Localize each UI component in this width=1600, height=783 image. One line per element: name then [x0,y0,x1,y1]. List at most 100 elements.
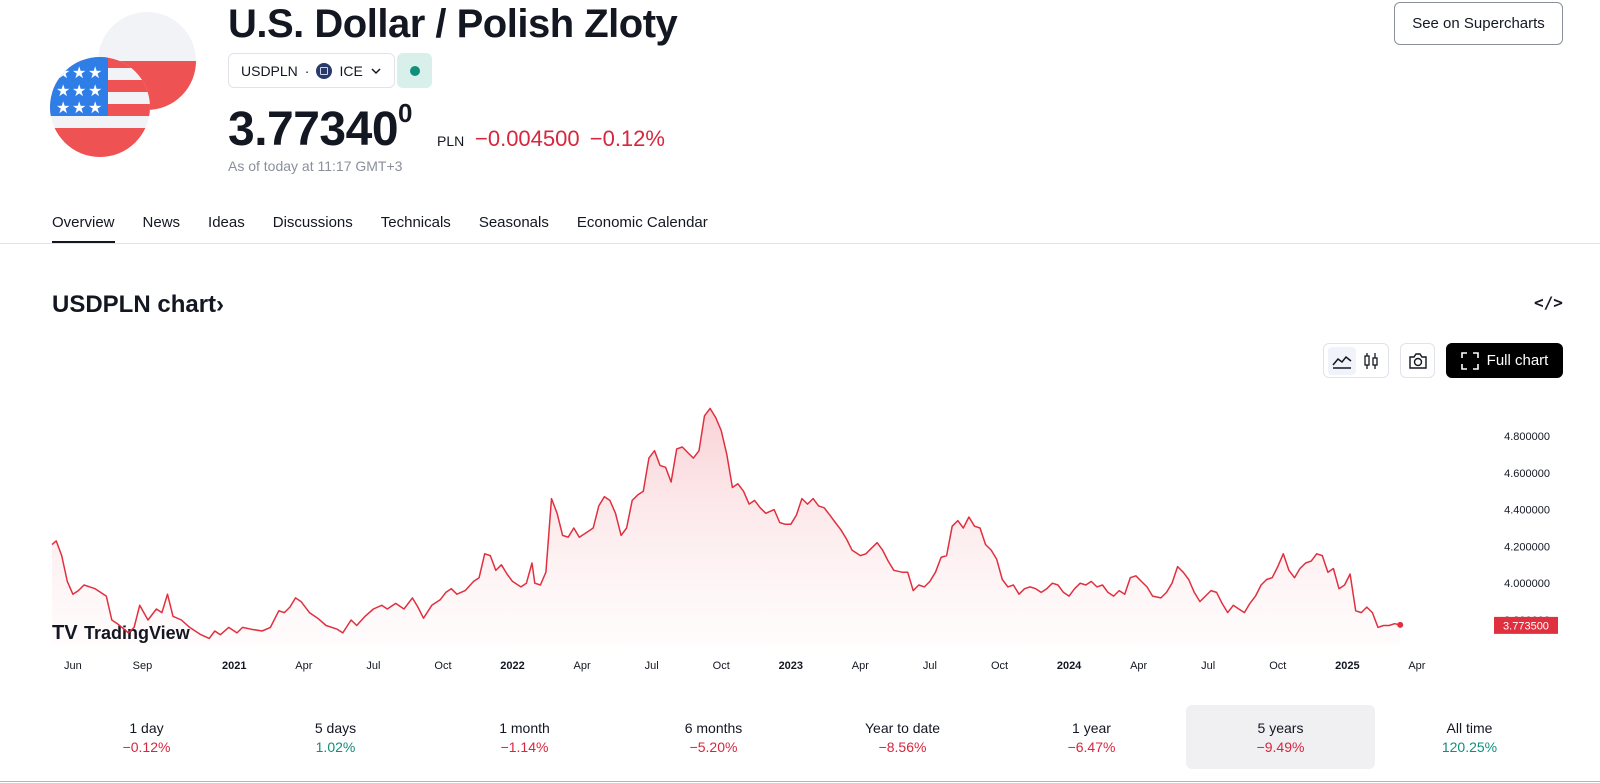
full-chart-label: Full chart [1486,352,1549,369]
y-tick-label: 4.200000 [1504,541,1550,553]
period-label: 5 days [314,719,357,736]
x-tick-label: 2025 [1335,660,1359,672]
y-tick-label: 4.600000 [1504,468,1550,480]
x-tick-label: Jul [645,660,659,672]
x-tick-label: Oct [991,660,1008,672]
chart-style-toggle [1323,343,1389,378]
last-price-badge: 3.773500 [1494,616,1558,634]
price-change: −0.004500 −0.12% [475,126,665,152]
tradingview-watermark: TV TradingView [52,622,191,644]
section-tabs: Overview News Ideas Discussions Technica… [52,214,708,243]
tab-economic-calendar[interactable]: Economic Calendar [576,214,708,231]
period-value: 120.25% [1441,738,1498,755]
area-chart-button[interactable] [1327,346,1356,375]
x-tick-label: Apr [852,660,869,672]
embed-code-icon[interactable]: </> [1534,293,1563,312]
period-6-months[interactable]: 6 months −5.20% [619,705,808,769]
see-on-supercharts-button[interactable]: See on Supercharts [1394,2,1563,45]
period-1-month[interactable]: 1 month −1.14% [430,705,619,769]
snapshot-button[interactable] [1400,343,1435,378]
last-price-badge-bg [1494,616,1558,634]
y-tick-label: 4.000000 [1504,578,1550,590]
period-value: −6.47% [1067,738,1116,755]
change-absolute: −0.004500 [475,126,580,151]
period-label: All time [1446,719,1493,736]
chevron-right-icon: › [216,291,225,318]
period-value: −8.56% [878,738,927,755]
chart-title-link[interactable]: USDPLN chart› [52,291,224,319]
market-status-indicator[interactable] [397,53,432,88]
symbol-exchange-selector[interactable]: USDPLN · ICE [228,53,395,88]
svg-text:★: ★ [72,81,86,100]
exchange-label: ICE [339,62,363,79]
period-label: 1 day [129,719,164,736]
period-year-to-date[interactable]: Year to date −8.56% [808,705,997,769]
period-1-year[interactable]: 1 year −6.47% [997,705,1186,769]
x-axis: Jun Sep 2021 Apr Jul Oct 2022 Apr Jul Oct 2023 Apr J… [64,660,1426,672]
x-tick-label: 2024 [1057,660,1082,672]
separator: · [304,62,310,79]
tab-technicals[interactable]: Technicals [380,214,451,231]
period-value: 1.02% [315,738,356,755]
x-tick-label: Jul [923,660,937,672]
svg-text:★: ★ [56,98,70,117]
x-tick-label: Sep [133,660,153,672]
y-tick-label: 4.400000 [1504,505,1550,517]
svg-text:★: ★ [56,81,70,100]
tab-seasonals[interactable]: Seasonals [478,214,549,231]
price-chart[interactable]: 4.800000 4.600000 4.400000 4.200000 4.000000… [0,390,1600,685]
x-tick-label: Oct [713,660,730,672]
x-tick-label: Apr [1130,660,1147,672]
fullscreen-icon [1460,351,1479,370]
x-tick-label: Apr [295,660,312,672]
x-tick-label: 2023 [779,660,803,672]
area-chart-icon [1331,355,1351,369]
period-value: −0.12% [122,738,171,755]
x-tick-label: Apr [574,660,591,672]
tab-discussions[interactable]: Discussions [272,214,353,231]
chevron-down-icon [371,67,381,74]
watermark-text: TradingView [84,623,191,643]
x-tick-label: Jun [64,660,82,672]
price-superscript: 0 [398,98,412,128]
period-label: Year to date [865,719,940,736]
last-price-badge-text: 3.773500 [1503,620,1549,632]
period-label: 1 month [499,719,550,736]
period-value: −1.14% [500,738,549,755]
tab-news[interactable]: News [142,214,181,231]
x-tick-label: Oct [434,660,451,672]
svg-text:★: ★ [72,63,86,82]
period-all-time[interactable]: All time 120.25% [1375,705,1564,769]
period-value: −5.20% [689,738,738,755]
period-1-day[interactable]: 1 day −0.12% [52,705,241,769]
price-currency: PLN [437,133,465,149]
currency-flags: ★ ★ ★ ★ ★ ★ ★ ★ ★ [50,12,200,162]
price-main: 3.77340 [228,103,399,156]
svg-text:★: ★ [72,98,86,117]
tab-ideas[interactable]: Ideas [208,214,245,231]
y-axis: 4.800000 4.600000 4.400000 4.200000 4.000000… [1504,431,1550,627]
period-label: 5 years [1257,719,1304,736]
chart-title-text: USDPLN chart [52,291,217,318]
svg-text:★: ★ [88,63,102,82]
y-tick-label: 4.800000 [1504,431,1550,443]
period-5-days[interactable]: 5 days 1.02% [241,705,430,769]
x-tick-label: Apr [1408,660,1425,672]
last-price-dot [1397,621,1404,628]
x-tick-label: Jul [1201,660,1215,672]
period-value: −9.49% [1256,738,1305,755]
period-label: 6 months [684,719,743,736]
svg-text:★: ★ [88,81,102,100]
period-5-years[interactable]: 5 years −9.49% [1186,705,1375,769]
candles-chart-button[interactable] [1357,347,1385,375]
tv-logo-icon: TV [52,622,78,644]
as-of-timestamp: As of today at 11:17 GMT+3 [228,158,403,174]
svg-text:★: ★ [88,98,102,117]
flag-icon: ★ ★ ★ ★ ★ ★ ★ ★ ★ [50,12,196,157]
x-tick-label: 2021 [222,660,246,672]
page-title: U.S. Dollar / Polish Zloty [228,2,678,46]
x-tick-label: Oct [1269,660,1286,672]
full-chart-button[interactable]: Full chart [1446,343,1563,378]
tab-overview[interactable]: Overview [52,214,115,243]
live-dot-icon [409,65,420,76]
